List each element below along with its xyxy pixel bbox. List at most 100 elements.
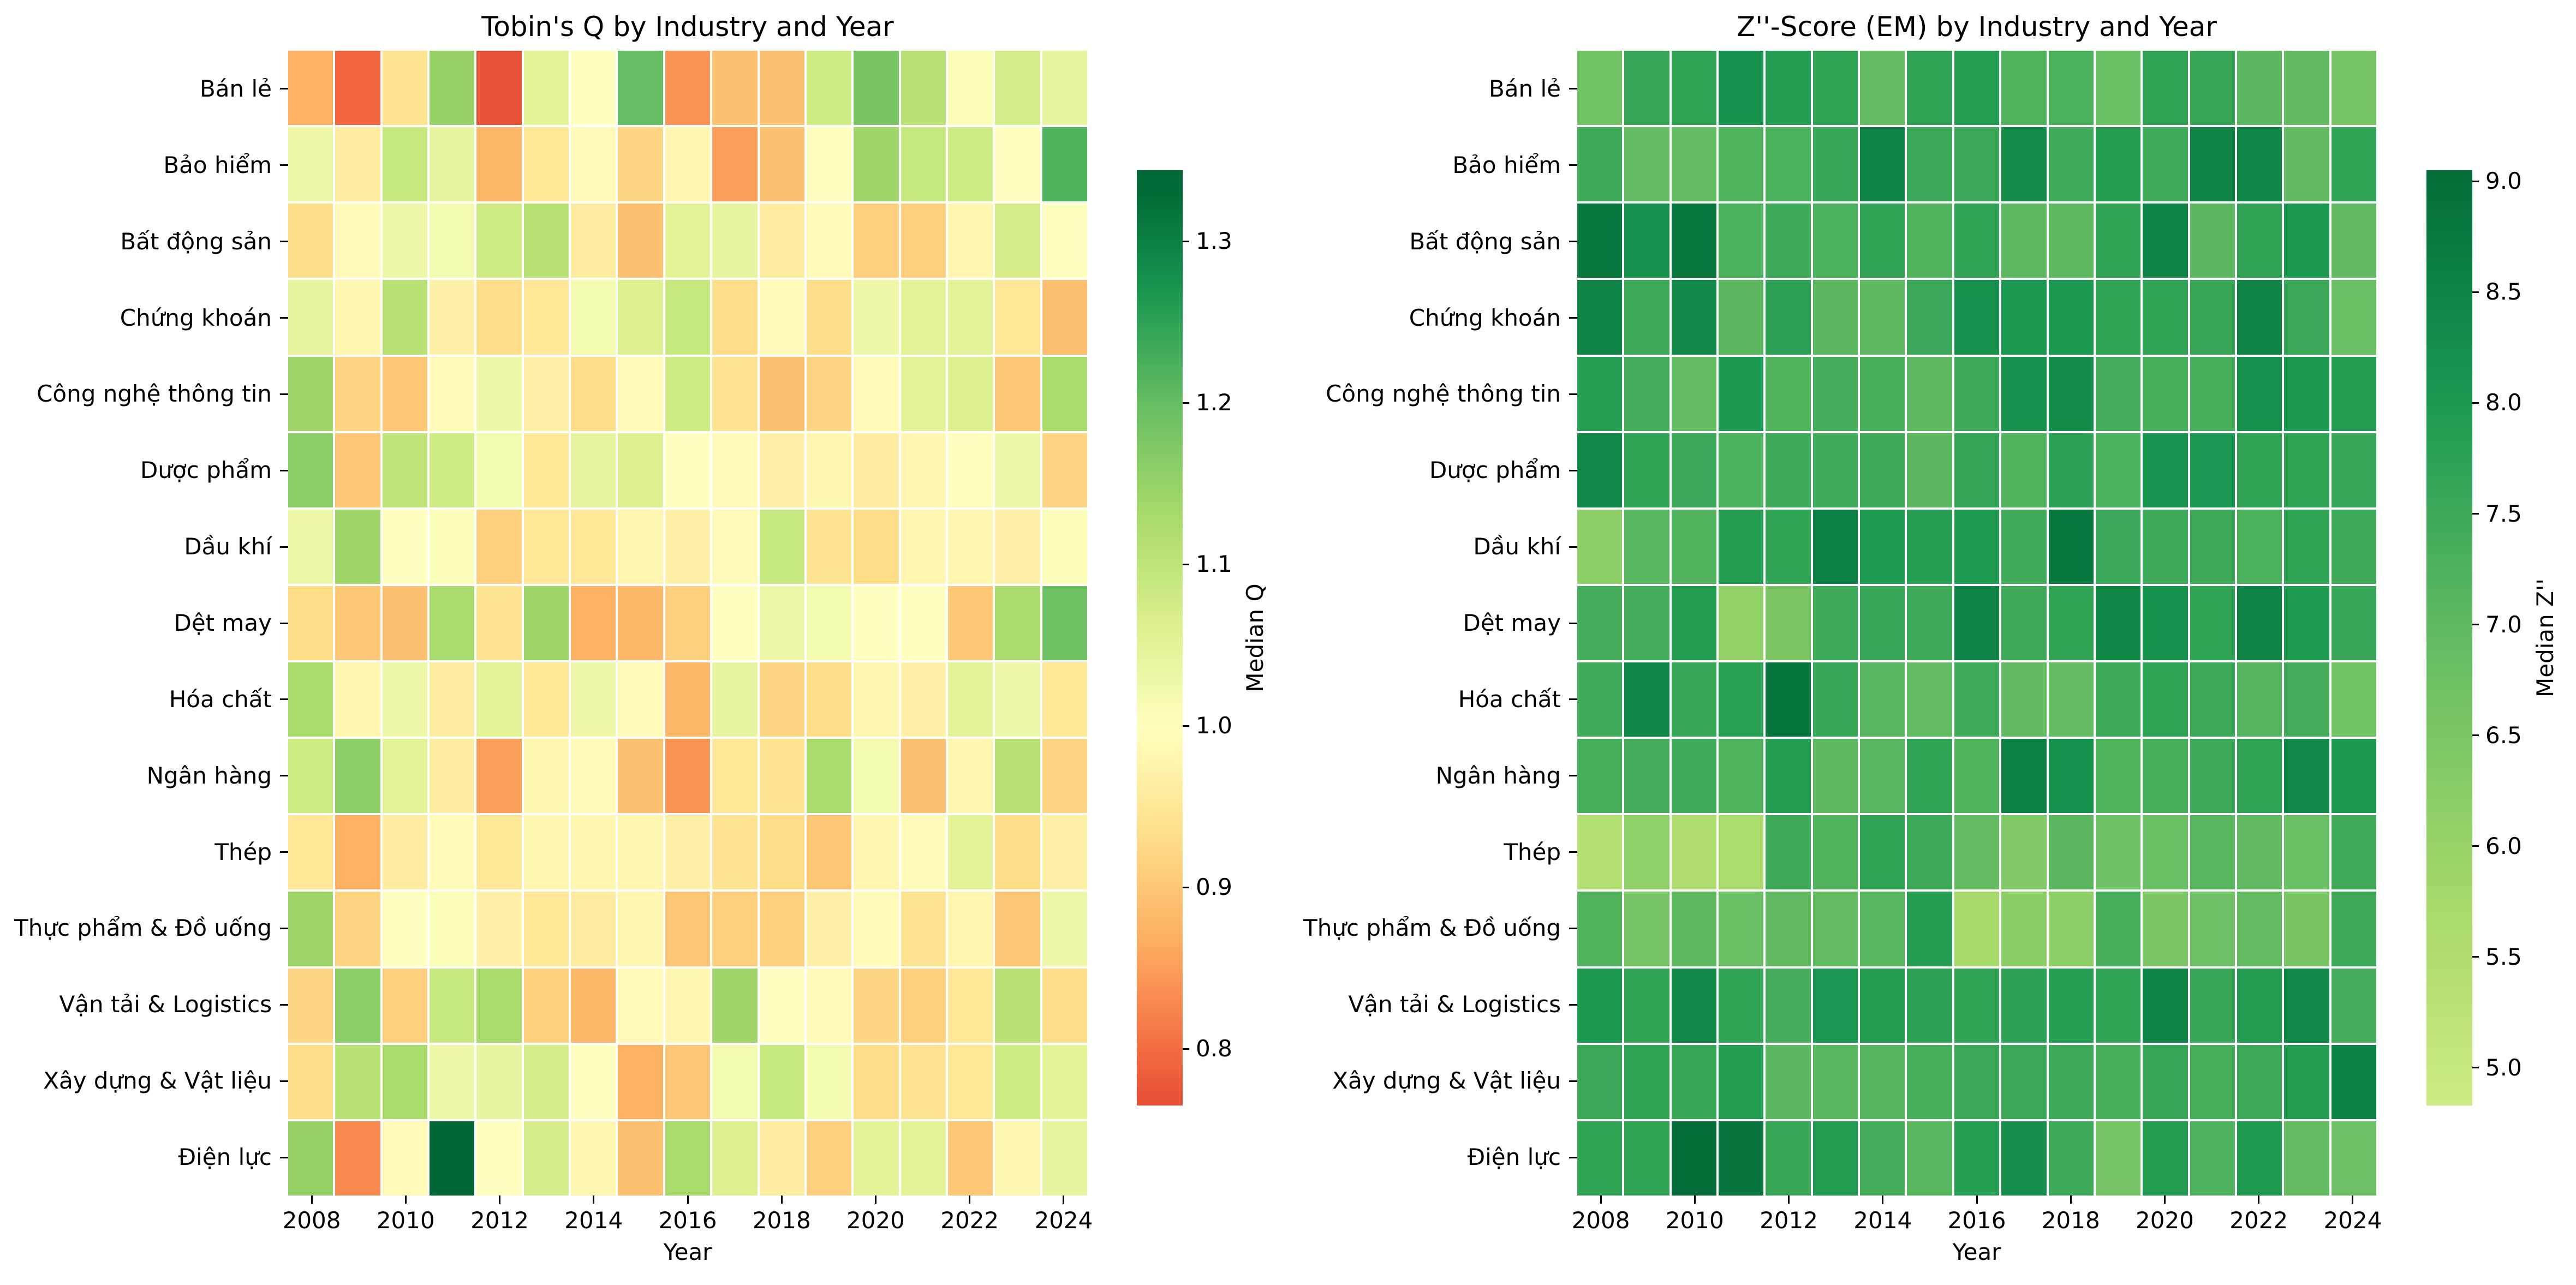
y-tick-label: Bảo hiểm bbox=[163, 151, 272, 178]
heatmap-cell bbox=[2331, 892, 2376, 966]
heatmap-cell bbox=[2190, 662, 2235, 737]
heatmap-cell bbox=[2237, 509, 2282, 584]
heatmap-cell bbox=[806, 892, 852, 966]
heatmap-cell bbox=[1812, 815, 1858, 890]
colorbar-tick bbox=[2472, 734, 2479, 737]
heatmap-cell bbox=[1954, 356, 2000, 431]
heatmap-cell bbox=[476, 204, 522, 278]
heatmap-cell bbox=[1860, 968, 1905, 1043]
heatmap-cell bbox=[1719, 204, 1764, 278]
heatmap-cell bbox=[2143, 968, 2188, 1043]
heatmap-cell bbox=[2048, 509, 2094, 584]
heatmap-cell bbox=[1812, 1121, 1858, 1196]
heatmap-cell bbox=[2048, 433, 2094, 507]
heatmap-cell bbox=[2237, 127, 2282, 202]
heatmap-cell bbox=[1671, 1044, 1717, 1119]
heatmap-cell bbox=[335, 1044, 380, 1119]
heatmap-cell bbox=[1042, 892, 1087, 966]
heatmap-cell bbox=[476, 968, 522, 1043]
heatmap-cell bbox=[2237, 585, 2282, 661]
heatmap-cell bbox=[2237, 662, 2282, 737]
heatmap-cell bbox=[665, 509, 711, 584]
heatmap-cell bbox=[1624, 280, 1669, 355]
heatmap-cell bbox=[618, 433, 663, 507]
heatmap-cell bbox=[1766, 968, 1811, 1043]
heatmap-cell bbox=[2190, 1121, 2235, 1196]
panel-z-score: Z''-Score (EM) by Industry and Year Year… bbox=[1288, 0, 2576, 1285]
heatmap-cell bbox=[854, 968, 899, 1043]
heatmap-cell bbox=[2331, 1121, 2376, 1196]
heatmap-cell bbox=[1860, 280, 1905, 355]
heatmap-cell bbox=[2190, 356, 2235, 431]
y-tick-label: Bảo hiểm bbox=[1452, 151, 1561, 178]
heatmap-cell bbox=[2190, 815, 2235, 890]
y-tick-label: Dầu khí bbox=[184, 533, 272, 560]
x-axis-tick bbox=[593, 1196, 595, 1204]
heatmap-cell bbox=[665, 51, 711, 125]
heatmap-cell bbox=[947, 433, 993, 507]
colorbar-tick bbox=[2472, 402, 2479, 404]
y-axis-tick bbox=[280, 88, 288, 90]
heatmap-cell bbox=[2095, 509, 2141, 584]
heatmap-cell bbox=[901, 815, 946, 890]
colorbar-tick-label: 8.5 bbox=[2485, 278, 2522, 306]
heatmap-cell bbox=[1860, 433, 1905, 507]
colorbar-tick-label: 6.5 bbox=[2485, 721, 2522, 749]
heatmap-cell bbox=[712, 51, 758, 125]
heatmap-cell bbox=[1577, 356, 1623, 431]
heatmap-cell bbox=[947, 585, 993, 661]
y-tick-label: Vận tải & Logistics bbox=[1348, 991, 1561, 1018]
heatmap-cell bbox=[571, 739, 616, 814]
heatmap-cell bbox=[523, 968, 569, 1043]
heatmap-cell bbox=[1812, 127, 1858, 202]
heatmap-cell bbox=[1766, 1044, 1811, 1119]
heatmap-cell bbox=[2001, 356, 2047, 431]
heatmap-cell bbox=[571, 1044, 616, 1119]
heatmap-cell bbox=[430, 1121, 475, 1196]
x-tick-label: 2020 bbox=[846, 1207, 905, 1234]
heatmap-cell bbox=[665, 892, 711, 966]
x-tick-label: 2024 bbox=[2323, 1207, 2382, 1234]
heatmap-cell bbox=[665, 1044, 711, 1119]
heatmap-cell bbox=[995, 509, 1040, 584]
heatmap-cell bbox=[901, 662, 946, 737]
heatmap-cell bbox=[618, 127, 663, 202]
heatmap-cell bbox=[995, 280, 1040, 355]
heatmap-cell bbox=[1907, 127, 1952, 202]
heatmap-cell bbox=[1671, 127, 1717, 202]
heatmap-cell bbox=[2001, 280, 2047, 355]
heatmap-cell bbox=[1954, 1121, 2000, 1196]
heatmap-cell bbox=[1719, 892, 1764, 966]
x-axis-tick bbox=[2258, 1196, 2260, 1204]
heatmap-cell bbox=[2001, 51, 2047, 125]
heatmap-cell bbox=[2048, 51, 2094, 125]
colorbar-tick bbox=[2472, 291, 2479, 293]
x-tick-label: 2016 bbox=[658, 1207, 717, 1234]
heatmap-cell bbox=[382, 1044, 428, 1119]
heatmap-cell bbox=[430, 585, 475, 661]
y-tick-label: Điện lực bbox=[178, 1144, 272, 1171]
heatmap-cell bbox=[2143, 280, 2188, 355]
y-axis-tick bbox=[280, 851, 288, 853]
heatmap-cell bbox=[1907, 433, 1952, 507]
heatmap-cell bbox=[2284, 433, 2329, 507]
y-axis-tick bbox=[1569, 851, 1577, 853]
heatmap-cell bbox=[1577, 204, 1623, 278]
heatmap-cell bbox=[2284, 1044, 2329, 1119]
heatmap-cell bbox=[1719, 433, 1764, 507]
x-axis-tick bbox=[311, 1196, 313, 1204]
heatmap-cell bbox=[2001, 204, 2047, 278]
heatmap-cell bbox=[335, 892, 380, 966]
heatmap-cell bbox=[523, 356, 569, 431]
heatmap-cell bbox=[430, 968, 475, 1043]
heatmap-cell bbox=[335, 509, 380, 584]
heatmap-cell bbox=[2048, 585, 2094, 661]
heatmap-cell bbox=[476, 1044, 522, 1119]
heatmap-cell bbox=[476, 127, 522, 202]
heatmap-cell bbox=[1624, 662, 1669, 737]
heatmap-cell bbox=[288, 1044, 333, 1119]
heatmap-cell bbox=[995, 892, 1040, 966]
heatmap-cell bbox=[1766, 892, 1811, 966]
heatmap-cell bbox=[712, 815, 758, 890]
x-tick-label: 2012 bbox=[470, 1207, 529, 1234]
